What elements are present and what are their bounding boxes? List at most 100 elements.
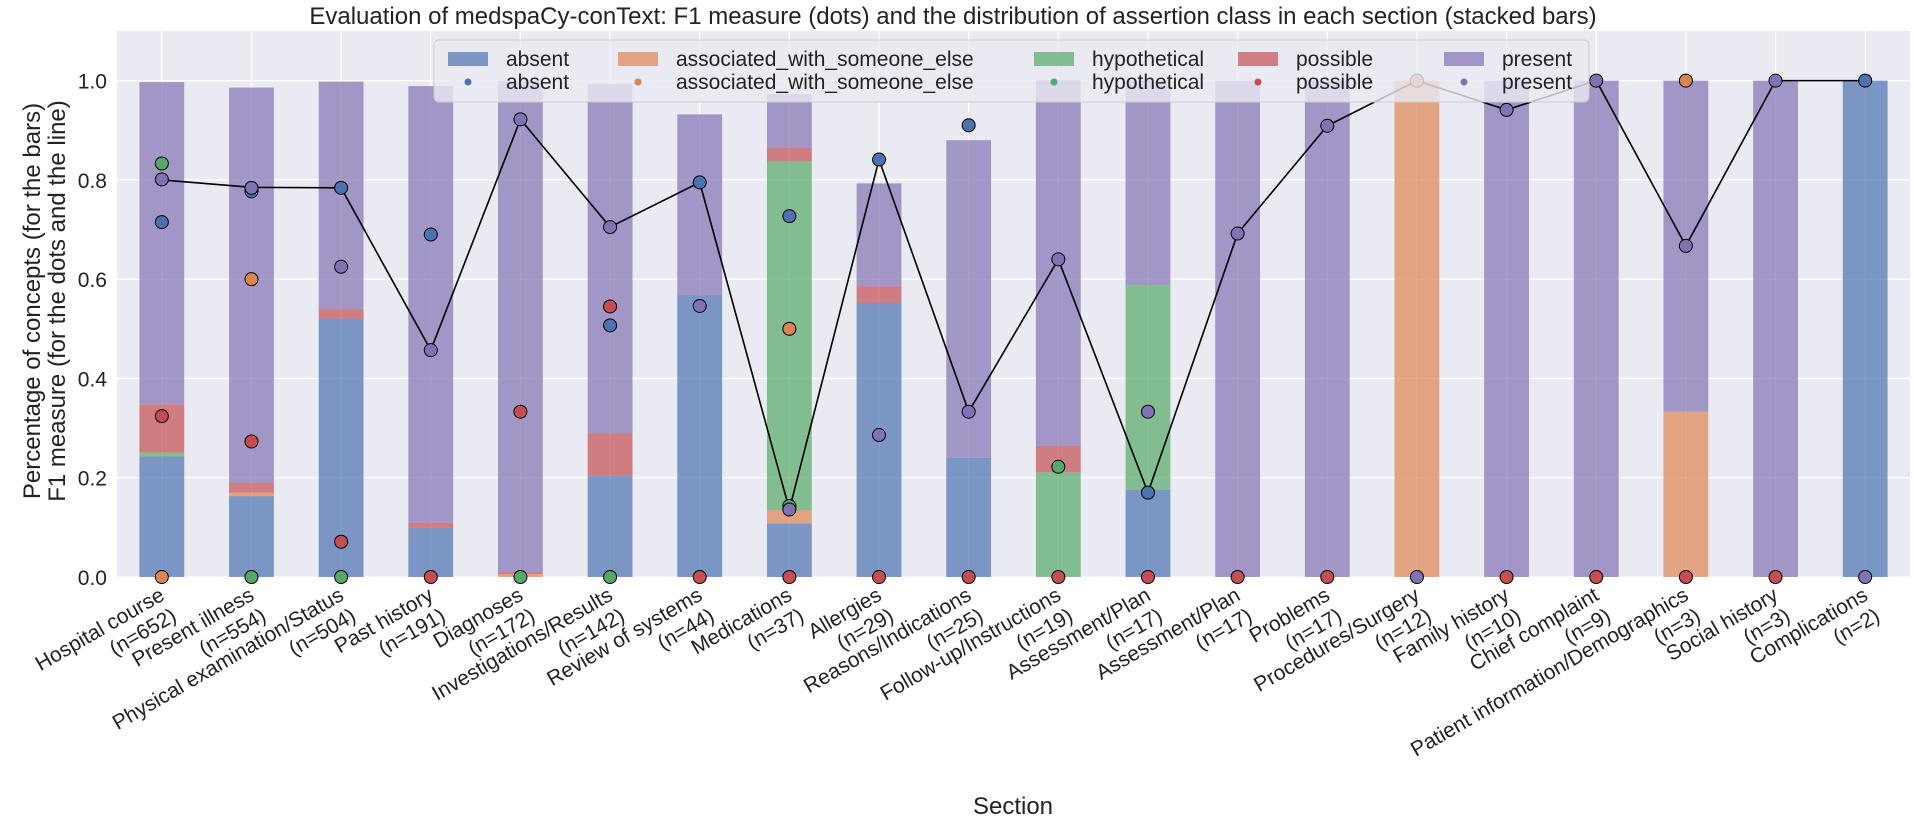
dot-present xyxy=(782,502,797,517)
dot-possible xyxy=(423,570,438,584)
dot-hypothetical xyxy=(154,156,169,171)
bar-segment-hypothetical xyxy=(1035,472,1081,577)
legend-swatch-hypothetical xyxy=(1034,52,1074,66)
legend-swatch-associated_with_someone_else xyxy=(618,52,658,66)
dot-possible xyxy=(1051,570,1066,584)
bar-segment-associated_with_someone_else xyxy=(1663,411,1709,577)
dot-present xyxy=(603,220,618,235)
dot-possible xyxy=(961,570,976,584)
dot-absent xyxy=(1140,485,1155,500)
dot-absent xyxy=(961,118,976,133)
dot-present xyxy=(1320,118,1335,133)
bar-segment-present xyxy=(1753,80,1798,578)
dot-present xyxy=(244,180,259,195)
legend-label-hypothetical: hypothetical xyxy=(1092,48,1204,71)
dot-present xyxy=(1768,73,1783,88)
legend-box xyxy=(433,39,1590,103)
chart-title: Evaluation of medspaCy-conText: F1 measu… xyxy=(309,3,1596,30)
bar-segment-present xyxy=(1573,80,1619,578)
bar-segment-absent xyxy=(229,496,274,577)
bar-segment-associated_with_someone_else xyxy=(229,492,274,497)
legend-swatch-absent xyxy=(448,52,488,66)
bar-segment-absent xyxy=(318,318,364,577)
dot-present xyxy=(1858,570,1873,584)
bar-segment-absent xyxy=(139,456,185,577)
y-axis-label-line2: F1 measure (for the dots and the line) xyxy=(44,100,71,502)
bar-segment-absent xyxy=(587,475,633,577)
y-axis-label-line1: Percentage of concepts (for the bars) xyxy=(19,103,46,499)
dot-absent xyxy=(423,227,438,242)
bar-segment-present xyxy=(139,82,185,405)
legend-label-present: present xyxy=(1502,48,1572,71)
y-tick-label: 0.6 xyxy=(78,269,107,292)
legend-marker-hypothetical xyxy=(1050,78,1058,86)
legend-dot-label-present: present xyxy=(1502,71,1572,94)
stacked-bars xyxy=(139,80,1888,578)
dot-hypothetical xyxy=(244,570,259,584)
dot-absent xyxy=(603,318,618,333)
bar-segment-absent xyxy=(946,457,992,577)
bar-segment-associated_with_someone_else xyxy=(1394,80,1440,578)
bar-segment-present xyxy=(498,80,543,573)
f1-dots xyxy=(154,73,1873,584)
dot-possible xyxy=(1140,570,1155,584)
dot-absent xyxy=(334,180,349,195)
bar-segment-absent xyxy=(1842,80,1888,578)
legend: absent associated_with_someone_else hypoth… xyxy=(433,39,1590,103)
y-tick-label: 0.2 xyxy=(78,468,107,491)
legend-label-possible: possible xyxy=(1296,48,1373,71)
dot-present xyxy=(961,404,976,419)
dot-possible xyxy=(154,409,169,424)
legend-swatch-possible xyxy=(1238,52,1278,66)
bar-segment-absent xyxy=(1125,489,1171,577)
bar-segment-absent xyxy=(766,523,812,577)
dot-possible xyxy=(1320,570,1335,584)
legend-marker-absent xyxy=(464,78,472,86)
dot-possible xyxy=(603,299,618,314)
dot-absent xyxy=(782,209,797,224)
dot-present xyxy=(872,428,887,443)
bar-segment-possible xyxy=(229,482,274,493)
dot-possible xyxy=(334,534,349,549)
bar-segment-associated_with_someone_else xyxy=(766,509,812,524)
bar-segment-present xyxy=(677,114,723,296)
legend-marker-associated_with_someone_else xyxy=(634,78,642,86)
bar-segment-absent xyxy=(677,295,723,577)
bar-segment-possible xyxy=(587,433,633,476)
bar-segment-possible xyxy=(408,522,454,528)
dot-present xyxy=(334,259,349,274)
dot-possible xyxy=(1678,570,1693,584)
y-axis-ticks: 0.0 0.2 0.4 0.6 0.8 1.0 xyxy=(78,71,108,590)
dot-absent xyxy=(154,215,169,230)
y-tick-label: 0.8 xyxy=(78,170,107,193)
dot-present xyxy=(154,172,169,187)
dot-possible xyxy=(692,570,707,584)
dot-possible xyxy=(244,434,259,449)
bar-segment-hypothetical xyxy=(139,452,185,457)
y-tick-label: 1.0 xyxy=(78,71,107,94)
dot-hypothetical xyxy=(1051,459,1066,474)
dot-associated_with_someone_else xyxy=(244,272,259,287)
legend-marker-present xyxy=(1460,78,1468,86)
dot-present xyxy=(1499,102,1514,117)
y-tick-label: 0.4 xyxy=(78,368,108,391)
bar-segment-possible xyxy=(766,147,812,162)
dot-possible xyxy=(1499,570,1514,584)
dot-hypothetical xyxy=(334,570,349,584)
dot-possible xyxy=(513,404,528,419)
dot-possible xyxy=(872,570,887,584)
dot-present xyxy=(692,298,707,313)
bar-segment-present xyxy=(318,81,364,309)
dot-hypothetical xyxy=(513,570,528,584)
dot-present xyxy=(423,343,438,358)
dot-present xyxy=(1409,570,1424,584)
dot-associated_with_someone_else xyxy=(154,570,169,584)
bar-segment-absent xyxy=(408,527,454,577)
dot-associated_with_someone_else xyxy=(1678,73,1693,88)
x-axis-label: Section xyxy=(973,793,1053,820)
dot-present xyxy=(1051,252,1066,267)
y-tick-label: 0.0 xyxy=(78,567,107,590)
dot-hypothetical xyxy=(603,570,618,584)
bar-segment-possible xyxy=(856,286,902,304)
legend-swatch-present xyxy=(1444,52,1484,66)
